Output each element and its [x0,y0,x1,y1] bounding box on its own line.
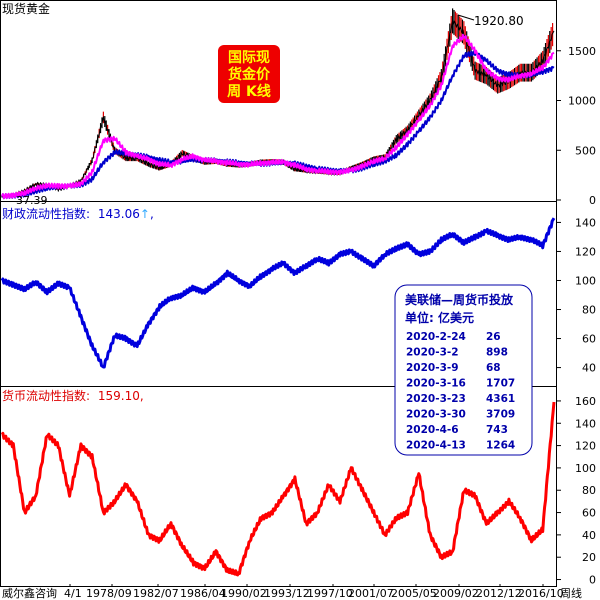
fed-box-rows: 2020-2-24 26 2020-3-2 898 2020-3-9 68 2020-3-1… [406,331,515,452]
fed-row-value-0: 26 [486,331,501,343]
x-axis: 威尔鑫咨询 4/1 1978/09 1982/07 1986/04 1990/0… [2,586,582,600]
fed-row-value-3: 1707 [486,378,515,390]
fed-row-value-4: 4361 [486,393,515,405]
panel-2-ytick-label-3: 60 [582,507,596,520]
fiscal-title-comma: , [150,207,154,221]
x-tick-label-3: 1982/07 [133,587,179,600]
panel-1-ytick-label-1: 60 [582,333,596,346]
fed-row-value-2: 68 [486,362,501,374]
x-axis-ticks [69,584,544,587]
gold-badge-line-1: 国际现 [228,50,270,66]
x-tick-label-0: 威尔鑫咨询 [2,586,57,600]
fiscal-title-label: 财政流动性指数: [2,206,90,221]
gold-badge-line-2: 货金价 [227,66,271,83]
fiscal-chart-title: 财政流动性指数: 143.06↑, [2,206,154,221]
panel-0-ytick-label-0: 0 [589,194,596,207]
fiscal-lines [0,217,556,369]
panel-0-ytick-label-1: 500 [575,144,596,157]
gold-badge-box [218,45,280,103]
gold-peak-leader [457,14,475,21]
panel-2-ytick-label-4: 80 [582,484,596,497]
x-tick-label-4: 1986/04 [180,587,226,600]
money-lines [0,401,556,577]
panel-0-ytick-label-2: 1000 [568,95,596,108]
fed-box-unit: 单位: 亿美元 [405,310,474,325]
panel-2-ytick-label-0: 0 [589,574,596,587]
panel-2-ytick-label-8: 160 [575,395,596,408]
fiscal-index-line [0,217,556,369]
x-tick-label-6: 1993/12 [264,587,310,600]
x-tick-label-12: 2016/10 [518,587,564,600]
panel-2-ytick-label-2: 40 [582,529,596,542]
fed-row-date-6: 2020-4-6 [406,424,459,436]
fed-row-date-0: 2020-2-24 [406,331,466,343]
money-title-comma: , [140,389,144,403]
x-tick-label-5: 1990/02 [221,587,267,600]
panel-1-ytick-label-2: 80 [582,304,596,317]
money-title-label: 货币流动性指数: [2,388,90,403]
panel-2-ytick-label-6: 120 [575,440,596,453]
fed-box-title: 美联储—周货币投放 [405,292,514,307]
panel-frames [0,0,557,587]
fed-row-date-2: 2020-3-9 [406,362,459,374]
fed-row-date-3: 2020-3-16 [406,378,466,390]
fiscal-arrow-icon: ↑ [140,207,150,221]
panel-2-ytick-label-7: 140 [575,417,596,430]
x-axis-period-label: 周线 [560,586,582,600]
x-tick-label-8: 2001/07 [348,587,394,600]
fed-row-value-5: 3709 [486,409,515,421]
x-tick-label-7: 1997/10 [307,587,353,600]
gold-low-label: 37.39 [16,194,48,207]
fed-row-value-6: 743 [486,424,508,436]
fed-row-date-5: 2020-3-30 [406,409,466,421]
x-tick-label-9: 2005/05 [391,587,437,600]
gold-ma-fast-line [1,33,555,200]
gold-peak-label: 1920.80 [474,14,524,28]
panel-0-ytick-label-3: 1500 [568,45,596,58]
panel-2-ytick-label-1: 20 [582,551,596,564]
panel-2-ytick-label-5: 100 [575,462,596,475]
x-tick-label-10: 2009/02 [433,587,479,600]
fed-row-value-1: 898 [486,347,508,359]
panel-1-ytick-label-4: 120 [575,245,596,258]
fed-injection-box-frame [394,284,533,456]
gold-badge-line-3: 周 K线 [227,83,271,100]
gold-badge: 国际现 货金价 周 K线 [218,45,280,103]
fed-row-date-7: 2020-4-13 [406,440,466,452]
fed-row-date-1: 2020-3-2 [406,347,459,359]
x-tick-label-2: 1978/09 [86,587,132,600]
panel-1-ytick-label-0: 40 [582,362,596,375]
x-tick-label-1: 4/1 [64,587,82,600]
money-chart-title: 货币流动性指数: 159.10, [2,388,144,403]
axis-ticks: 0 500 1000 1500 40 60 80 100 120 140 0 20 40 60 80 100 1… [556,45,596,587]
fiscal-current-value: 143.06 [98,207,140,221]
money-current-value: 159.10 [98,389,140,403]
fed-injection-box: 美联储—周货币投放 单位: 亿美元 2020-2-24 26 2020-3-2 898… [394,284,533,456]
panel-1-ytick-label-5: 140 [575,216,596,229]
fed-row-date-4: 2020-3-23 [406,393,466,405]
panel-1-ytick-label-3: 100 [575,274,596,287]
fed-row-value-7: 1264 [486,440,515,452]
x-tick-label-11: 2012/12 [476,587,522,600]
gold-chart-title: 现货黄金 [2,1,50,16]
money-index-line [0,401,556,577]
gold-lines [1,20,555,200]
